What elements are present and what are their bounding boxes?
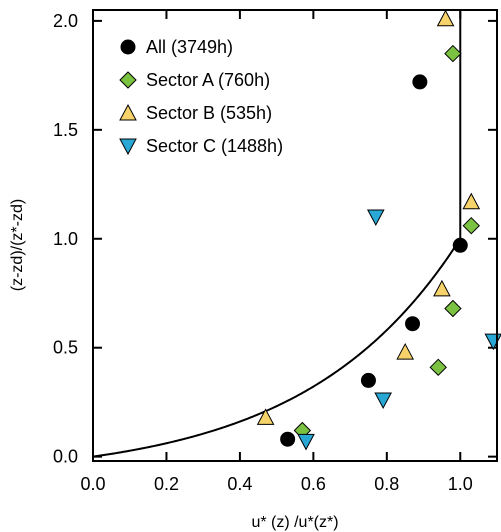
data-point-series2-4 [436, 9, 455, 27]
data-point-series0-0 [280, 431, 296, 447]
fit-curve [92, 238, 462, 458]
tick-labels: 0.0 0.2 0.4 0.6 0.8 1.0 0.0 0.5 1.0 1.5 2.0 [53, 11, 473, 494]
x-tick-label: 0.6 [301, 474, 326, 494]
data-point-series3-1 [374, 392, 392, 410]
data-point-series2-0 [256, 408, 275, 425]
legend-label-1: Sector A (760h) [146, 70, 270, 90]
legend-label-0: All (3749h) [146, 37, 233, 57]
legend-marker-2 [119, 103, 137, 121]
legend-marker-0 [120, 39, 136, 55]
legend-label-2: Sector B (535h) [146, 103, 272, 123]
legend-label-3: Sector C (1488h) [146, 136, 283, 156]
data-points [256, 9, 501, 451]
y-tick-label: 0.0 [53, 447, 78, 467]
data-point-series2-2 [433, 279, 451, 297]
x-tick-label: 1.0 [448, 474, 473, 494]
x-tick-label: 0.8 [374, 474, 399, 494]
x-tick-label: 0.2 [154, 474, 179, 494]
data-point-series1-1 [429, 358, 447, 377]
y-axis-title: (z-zd)/(z*-zd) [9, 199, 26, 291]
legend: All (3749h) Sector A (760h) Sector B (535h… [119, 37, 283, 156]
data-point-series2-3 [462, 192, 481, 210]
data-point-series3-0 [297, 433, 315, 451]
y-tick-label: 2.0 [53, 11, 78, 31]
data-point-series1-3 [462, 216, 480, 235]
plot-frame [92, 9, 498, 462]
data-point-series0-1 [360, 372, 376, 388]
fit-curve-layer [92, 10, 462, 458]
legend-marker-3 [119, 138, 137, 156]
x-tick-label: 0.0 [80, 474, 105, 494]
x-axis-title: u* (z) /u*(z*) [251, 514, 338, 531]
y-tick-label: 0.5 [53, 338, 78, 358]
data-point-series0-3 [452, 237, 468, 253]
y-tick-label: 1.0 [53, 229, 78, 249]
data-point-series3-3 [366, 209, 385, 227]
y-tick-label: 1.5 [53, 120, 78, 140]
data-point-series2-1 [396, 343, 415, 360]
data-point-series3-2 [484, 333, 501, 351]
x-tick-label: 0.4 [227, 474, 252, 494]
data-point-series0-2 [405, 316, 421, 332]
data-point-series1-4 [444, 44, 462, 63]
legend-marker-1 [119, 71, 137, 89]
data-point-series0-4 [412, 74, 428, 90]
data-point-series1-2 [444, 299, 462, 318]
